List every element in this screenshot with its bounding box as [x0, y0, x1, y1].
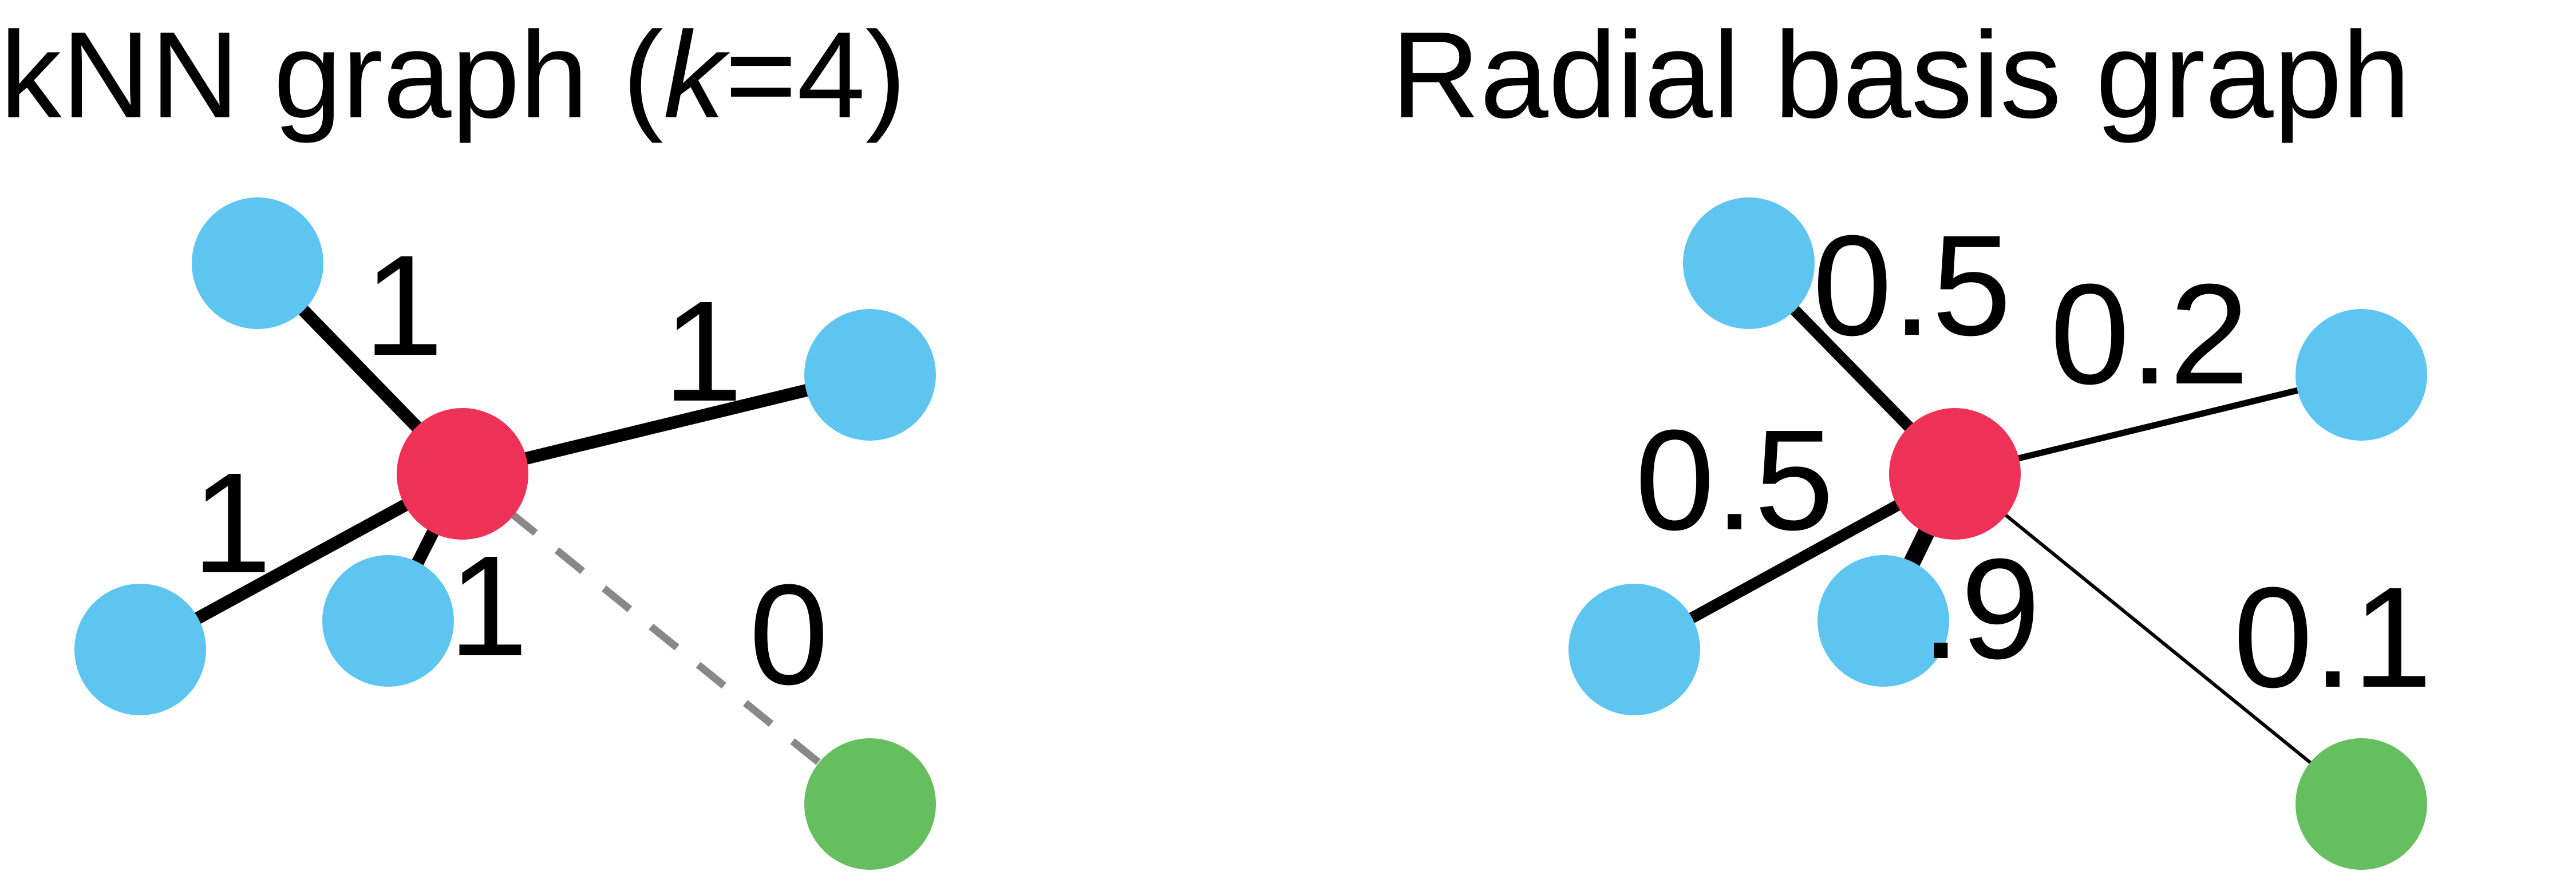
rbf-label-upper-left: 0.5	[1812, 205, 2012, 365]
knn-label-lower-left: 1	[192, 443, 271, 603]
rbf-node-far	[2296, 738, 2427, 870]
rbf-node-center	[1889, 408, 2021, 540]
rbf-edge-upper-right	[1954, 371, 2362, 477]
rbf-node-lower-left	[1568, 584, 1700, 715]
knn-node-lower-left	[74, 584, 206, 715]
rbf-label-lower-left: 0.5	[1635, 400, 1834, 560]
knn-label-lower-middle: 1	[448, 526, 528, 686]
knn-edge-upper-right	[461, 369, 872, 480]
rbf-panel: Radial basis graph 0.5 0.2 0.5 .9 0.1	[1391, 6, 2432, 870]
rbf-edge-far	[1954, 472, 2362, 806]
rbf-label-far: 0.1	[2233, 557, 2432, 717]
knn-node-lower-middle	[322, 555, 454, 687]
knn-node-center	[397, 408, 528, 540]
knn-title: kNN graph (k=4)	[0, 6, 906, 144]
rbf-node-upper-left	[1683, 197, 1815, 329]
rbf-label-upper-right: 0.2	[2050, 254, 2249, 414]
rbf-label-lower-middle: .9	[1921, 529, 2041, 688]
knn-label-upper-left: 1	[364, 225, 443, 385]
knn-panel: kNN graph (k=4) 1 1 1 1 0	[0, 6, 936, 870]
rbf-node-lower-middle	[1818, 555, 1949, 687]
knn-label-far: 0	[749, 555, 828, 714]
rbf-title: Radial basis graph	[1391, 6, 2411, 144]
knn-node-upper-left	[192, 197, 323, 329]
rbf-node-upper-right	[2296, 309, 2427, 441]
knn-node-upper-right	[804, 309, 936, 441]
knn-label-upper-right: 1	[663, 271, 742, 431]
knn-node-far	[804, 738, 936, 870]
knn-edge-far	[460, 470, 873, 807]
